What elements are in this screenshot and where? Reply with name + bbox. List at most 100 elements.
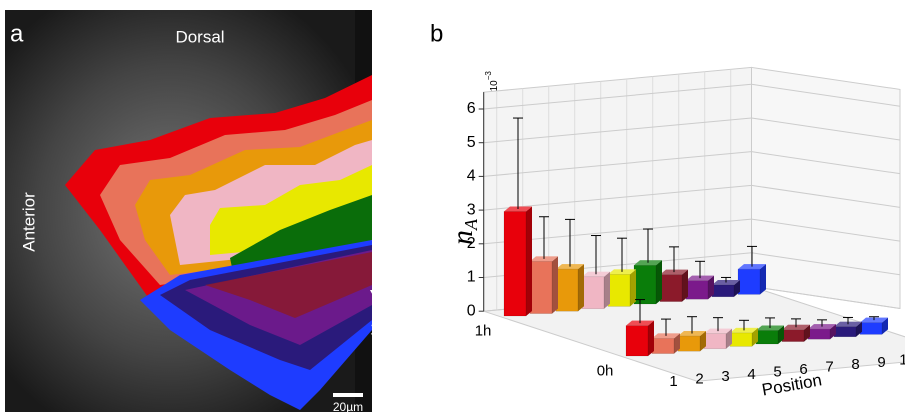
bar-shade: [578, 264, 584, 312]
bar-side: [552, 256, 558, 314]
bar-shade: [856, 321, 862, 337]
bar-side: [578, 264, 584, 312]
y-scale-base: × 10: [489, 80, 500, 100]
grid-line: [751, 218, 901, 242]
y-tick-label: 5: [467, 134, 476, 151]
side-wall: [751, 66, 901, 310]
bar-shade: [552, 256, 558, 314]
bar-shade: [700, 331, 706, 352]
bar-side: [682, 269, 688, 302]
bar-side: [630, 269, 636, 307]
y-axis-label: nA: [446, 218, 481, 245]
bar: [633, 264, 657, 305]
bar: [581, 276, 605, 310]
x-tick-label: 6: [799, 361, 807, 378]
bar-shade: [648, 320, 654, 356]
grid-line: [751, 151, 901, 175]
bar-side: [648, 320, 654, 356]
bar-side: [804, 324, 810, 342]
bar-shade: [778, 325, 784, 344]
bar: [555, 268, 579, 312]
bar: [729, 332, 753, 347]
bar: [711, 284, 735, 298]
bar-shade: [630, 269, 636, 307]
grid-line: [751, 285, 901, 309]
panel-label: b: [430, 20, 443, 47]
bar: [677, 335, 701, 352]
bar-side: [760, 264, 766, 295]
x-tick-label: 4: [747, 366, 755, 383]
bar: [807, 328, 831, 340]
start-label: 1: [372, 74, 381, 93]
scale-bar: [333, 393, 363, 397]
bar-side: [708, 275, 714, 300]
grid-line: [751, 83, 901, 107]
anterior-label: Anterior: [19, 192, 38, 252]
y-tick-label: 6: [467, 100, 476, 117]
x-tick-label: 10: [899, 351, 905, 368]
grid-line: [483, 184, 752, 211]
bar: [659, 274, 683, 302]
y-tick-label: 0: [467, 302, 476, 319]
grid-line: [751, 184, 901, 208]
bar-shade: [882, 317, 888, 335]
bar-shade: [526, 206, 532, 316]
row-label: 1h: [475, 322, 492, 339]
bar-shade: [604, 271, 610, 309]
bar-shade: [708, 275, 714, 300]
position-label: Position: [394, 188, 413, 248]
bar-shade: [682, 269, 688, 302]
y-label-base: n: [446, 230, 479, 245]
x-tick-label: 1: [669, 373, 677, 390]
x-tick-label: 9: [877, 354, 885, 371]
bar-side: [778, 325, 784, 344]
grid-line: [751, 252, 901, 276]
grid-line: [483, 151, 752, 177]
y-tick-label: 4: [467, 168, 476, 185]
bar-side: [674, 333, 680, 354]
grid-line: [751, 117, 901, 141]
bar-shade: [804, 324, 810, 342]
y-scale-exp: −3: [484, 71, 493, 81]
bar-side: [856, 321, 862, 337]
bar: [833, 326, 857, 338]
band: [205, 252, 372, 318]
bar: [703, 333, 727, 350]
bar: [755, 330, 779, 345]
bar-side: [604, 271, 610, 309]
arrow-head: [370, 290, 384, 303]
y-scale: × 10−3: [484, 71, 500, 100]
bar-shade: [656, 260, 662, 304]
x-tick-label: 5: [773, 363, 781, 380]
x-tick-label: 3: [721, 368, 729, 385]
bar: [685, 280, 709, 300]
x-tick-label: 7: [825, 359, 833, 376]
bar: [737, 268, 761, 295]
bar-shade: [734, 280, 740, 297]
grid-line: [483, 83, 752, 110]
row-label: 0h: [597, 362, 614, 379]
bar-side: [752, 327, 758, 347]
bar-side: [830, 324, 836, 340]
bar-side: [734, 280, 740, 297]
y-tick-label: 3: [467, 201, 476, 218]
grid-line: [483, 117, 752, 144]
panel-label: a: [10, 20, 24, 47]
bar: [607, 274, 631, 307]
y-label-sub: A: [461, 218, 481, 231]
bar-shade: [752, 327, 758, 347]
bar: [651, 338, 675, 354]
bar: [529, 261, 553, 314]
bar: [503, 211, 527, 317]
scale-label: 20µm: [333, 400, 363, 414]
x-tick-label: 8: [851, 356, 859, 373]
bar-shade: [830, 324, 836, 340]
bar-shade: [674, 333, 680, 354]
bar-side: [656, 260, 662, 304]
x-tick-label: 2: [695, 371, 703, 388]
bar: [625, 325, 649, 357]
bar-side: [526, 206, 532, 316]
bar-side: [700, 331, 706, 352]
bar: [859, 322, 883, 335]
